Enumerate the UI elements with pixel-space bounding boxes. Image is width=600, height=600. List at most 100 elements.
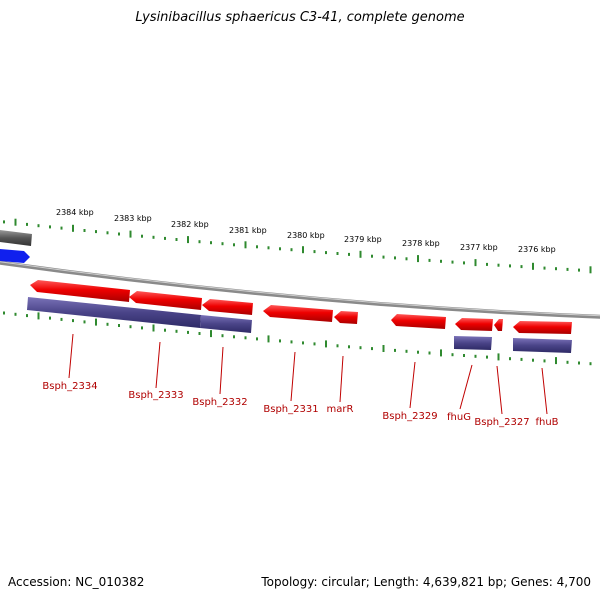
- inner-tick-major: [497, 353, 500, 361]
- outer-tick-minor: [509, 264, 511, 268]
- band-segment-2: [200, 315, 252, 333]
- inner-tick-minor: [106, 322, 109, 326]
- inner-tick-major: [267, 335, 270, 343]
- inner-tick-minor: [290, 340, 293, 344]
- inner-tick-minor: [118, 324, 120, 327]
- outer-tick-minor: [267, 246, 270, 250]
- inner-tick-minor: [451, 353, 454, 357]
- inner-tick-minor: [566, 360, 569, 364]
- label-leaders: [68, 333, 548, 415]
- cds-arrow-bsph-2334: [30, 280, 130, 302]
- leader-bsph-2327: [496, 365, 503, 415]
- outer-tick-minor: [555, 267, 557, 271]
- inner-tick-minor: [348, 345, 350, 349]
- outer-tick-minor: [440, 259, 442, 263]
- inner-tick-major: [555, 357, 557, 365]
- outer-tick-minor: [497, 263, 500, 267]
- leader-bsph-2331: [290, 351, 296, 402]
- cds-arrow-bsph-2329: [391, 314, 446, 329]
- gene-label-bsph-2333: Bsph_2333: [128, 390, 183, 401]
- outer-tick-minor: [520, 265, 523, 269]
- summary-text: Topology: circular; Length: 4,639,821 bp…: [261, 575, 591, 589]
- inner-tick-minor: [60, 317, 63, 321]
- inner-tick-minor: [244, 336, 247, 340]
- outer-tick-major: [244, 241, 247, 249]
- leader-fhug: [459, 364, 473, 410]
- band-segment-4: [513, 338, 572, 353]
- outer-tick-major: [589, 266, 592, 274]
- outer-tick-minor: [37, 224, 40, 228]
- outer-tick-minor: [463, 261, 465, 265]
- inner-tick-minor: [129, 325, 132, 329]
- inner-tick-minor: [474, 354, 477, 358]
- inner-tick-major: [210, 330, 212, 338]
- outer-tick-minor: [325, 251, 327, 255]
- gene-label-bsph-2327: Bsph_2327: [474, 417, 529, 428]
- inner-ruler-ticks: [3, 311, 592, 366]
- inner-tick-minor: [520, 357, 523, 361]
- inner-tick-minor: [359, 346, 362, 350]
- outer-tick-major: [14, 218, 17, 226]
- inner-tick-minor: [164, 328, 166, 332]
- gene-label-bsph-2334: Bsph_2334: [42, 381, 97, 392]
- inner-tick-minor: [486, 355, 488, 359]
- outer-tick-minor: [578, 268, 580, 272]
- partial-blue-feature: [0, 249, 30, 263]
- outer-tick-minor: [175, 238, 178, 241]
- ruler-label-2382: 2382 kbp: [171, 220, 209, 229]
- inner-tick-minor: [313, 342, 316, 346]
- inner-tick-major: [325, 340, 327, 348]
- inner-tick-minor: [72, 319, 74, 323]
- leader-bsph-2333: [155, 341, 161, 389]
- inner-tick-minor: [589, 362, 592, 366]
- inner-tick-major: [152, 324, 155, 332]
- inner-tick-minor: [83, 320, 86, 324]
- ruler-label-2377: 2377 kbp: [460, 243, 498, 252]
- gene-label-marr: marR: [327, 404, 354, 415]
- cds-arrow-bsph-2333: [129, 291, 202, 310]
- leader-bsph-2334: [68, 333, 74, 379]
- outer-tick-minor: [313, 250, 316, 254]
- leader-bsph-2332: [219, 346, 224, 395]
- outer-tick-major: [302, 246, 304, 254]
- outer-tick-minor: [405, 257, 408, 261]
- cds-arrows: [30, 280, 572, 334]
- band-segment-1: [27, 297, 201, 328]
- inner-tick-major: [382, 345, 385, 352]
- inner-tick-minor: [198, 332, 201, 335]
- outer-tick-minor: [198, 240, 201, 244]
- outer-tick-minor: [26, 222, 28, 226]
- band-segment-3: [454, 336, 492, 350]
- cds-arrow-marr: [334, 311, 358, 324]
- inner-tick-minor: [256, 337, 258, 341]
- inner-tick-minor: [543, 359, 546, 363]
- partial-gray-feature: [0, 230, 32, 246]
- outer-ruler-ticks: [3, 218, 592, 274]
- gene-label-bsph-2329: Bsph_2329: [382, 411, 437, 422]
- gene-label-bsph-2331: Bsph_2331: [263, 404, 318, 415]
- outer-tick-minor: [49, 225, 51, 229]
- ruler-label-2376: 2376 kbp: [518, 245, 556, 254]
- ruler-label-2380: 2380 kbp: [287, 231, 325, 240]
- outer-tick-minor: [256, 245, 258, 249]
- outer-tick-major: [129, 230, 132, 238]
- outer-tick-major: [72, 224, 74, 232]
- ruler-label-2384: 2384 kbp: [56, 208, 94, 217]
- outer-tick-minor: [290, 248, 293, 252]
- outer-tick-major: [359, 250, 362, 258]
- inner-tick-minor: [463, 354, 465, 357]
- outer-tick-major: [187, 236, 189, 244]
- outer-tick-major: [532, 262, 534, 270]
- inner-tick-minor: [417, 350, 419, 354]
- cds-arrow-fhub: [513, 321, 572, 334]
- inner-tick-major: [440, 349, 442, 357]
- inner-tick-minor: [578, 361, 580, 365]
- outer-tick-minor: [221, 242, 224, 246]
- gene-labels: Bsph_2334 Bsph_2333 Bsph_2332 Bsph_2331 …: [42, 381, 558, 428]
- inner-tick-minor: [279, 339, 281, 343]
- outer-tick-minor: [336, 252, 339, 255]
- inner-tick-minor: [336, 344, 339, 348]
- reverse-bands: [27, 297, 572, 353]
- outer-tick-major: [474, 259, 477, 267]
